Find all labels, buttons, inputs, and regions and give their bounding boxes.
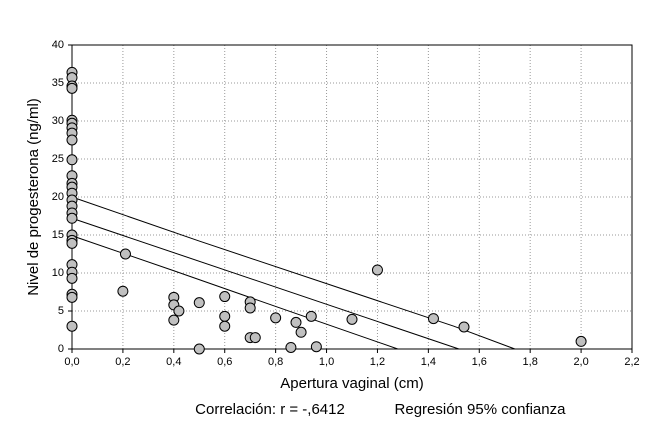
x-tick-label: 0,6 — [217, 356, 232, 368]
point — [310, 341, 322, 353]
point — [219, 320, 231, 332]
y-tick-label: 25 — [52, 153, 64, 165]
point — [66, 212, 78, 224]
point — [346, 313, 358, 325]
point — [270, 312, 282, 324]
x-tick-label: 1,4 — [421, 356, 436, 368]
point — [193, 297, 205, 309]
point — [66, 291, 78, 303]
point — [427, 313, 439, 325]
point — [66, 272, 78, 284]
point — [575, 335, 587, 347]
point — [66, 134, 78, 146]
point — [168, 314, 180, 326]
x-tick-label: 0,4 — [166, 356, 181, 368]
y-axis-label: Nivel de progesterona (ng/ml) — [25, 98, 42, 296]
x-tick-label: 1,0 — [319, 356, 334, 368]
x-axis-label: Apertura vaginal (cm) — [280, 375, 423, 392]
point — [244, 302, 256, 314]
point — [249, 332, 261, 344]
regression-note: Regresión 95% confianza — [395, 401, 567, 418]
correlation-note: Correlación: r = -,6412 — [195, 401, 345, 418]
point — [371, 264, 383, 276]
y-tick-label: 35 — [52, 77, 64, 89]
point — [66, 154, 78, 166]
x-tick-label: 2,0 — [573, 356, 588, 368]
y-tick-label: 40 — [52, 39, 64, 51]
point — [285, 341, 297, 353]
regression-line — [71, 196, 516, 350]
y-tick-label: 5 — [58, 305, 64, 317]
y-tick-label: 15 — [52, 229, 64, 241]
point — [219, 310, 231, 322]
x-tick-label: 1,6 — [472, 356, 487, 368]
x-tick-label: 1,8 — [523, 356, 538, 368]
point — [66, 320, 78, 332]
point — [290, 316, 302, 328]
point — [219, 291, 231, 303]
regression-line — [71, 235, 398, 350]
point — [119, 248, 131, 260]
x-tick-label: 2,2 — [624, 356, 639, 368]
point — [66, 237, 78, 249]
point — [458, 321, 470, 333]
x-tick-label: 0,0 — [64, 356, 79, 368]
x-tick-label: 0,2 — [115, 356, 130, 368]
point — [305, 310, 317, 322]
y-tick-label: 20 — [52, 191, 64, 203]
regression-line — [71, 217, 460, 350]
point — [193, 343, 205, 355]
x-tick-label: 0,8 — [268, 356, 283, 368]
point — [295, 326, 307, 338]
y-tick-label: 10 — [52, 267, 64, 279]
y-tick-label: 0 — [58, 343, 64, 355]
point — [117, 285, 129, 297]
point — [173, 305, 185, 317]
y-tick-label: 30 — [52, 115, 64, 127]
x-tick-label: 1,2 — [370, 356, 385, 368]
point — [66, 82, 78, 94]
